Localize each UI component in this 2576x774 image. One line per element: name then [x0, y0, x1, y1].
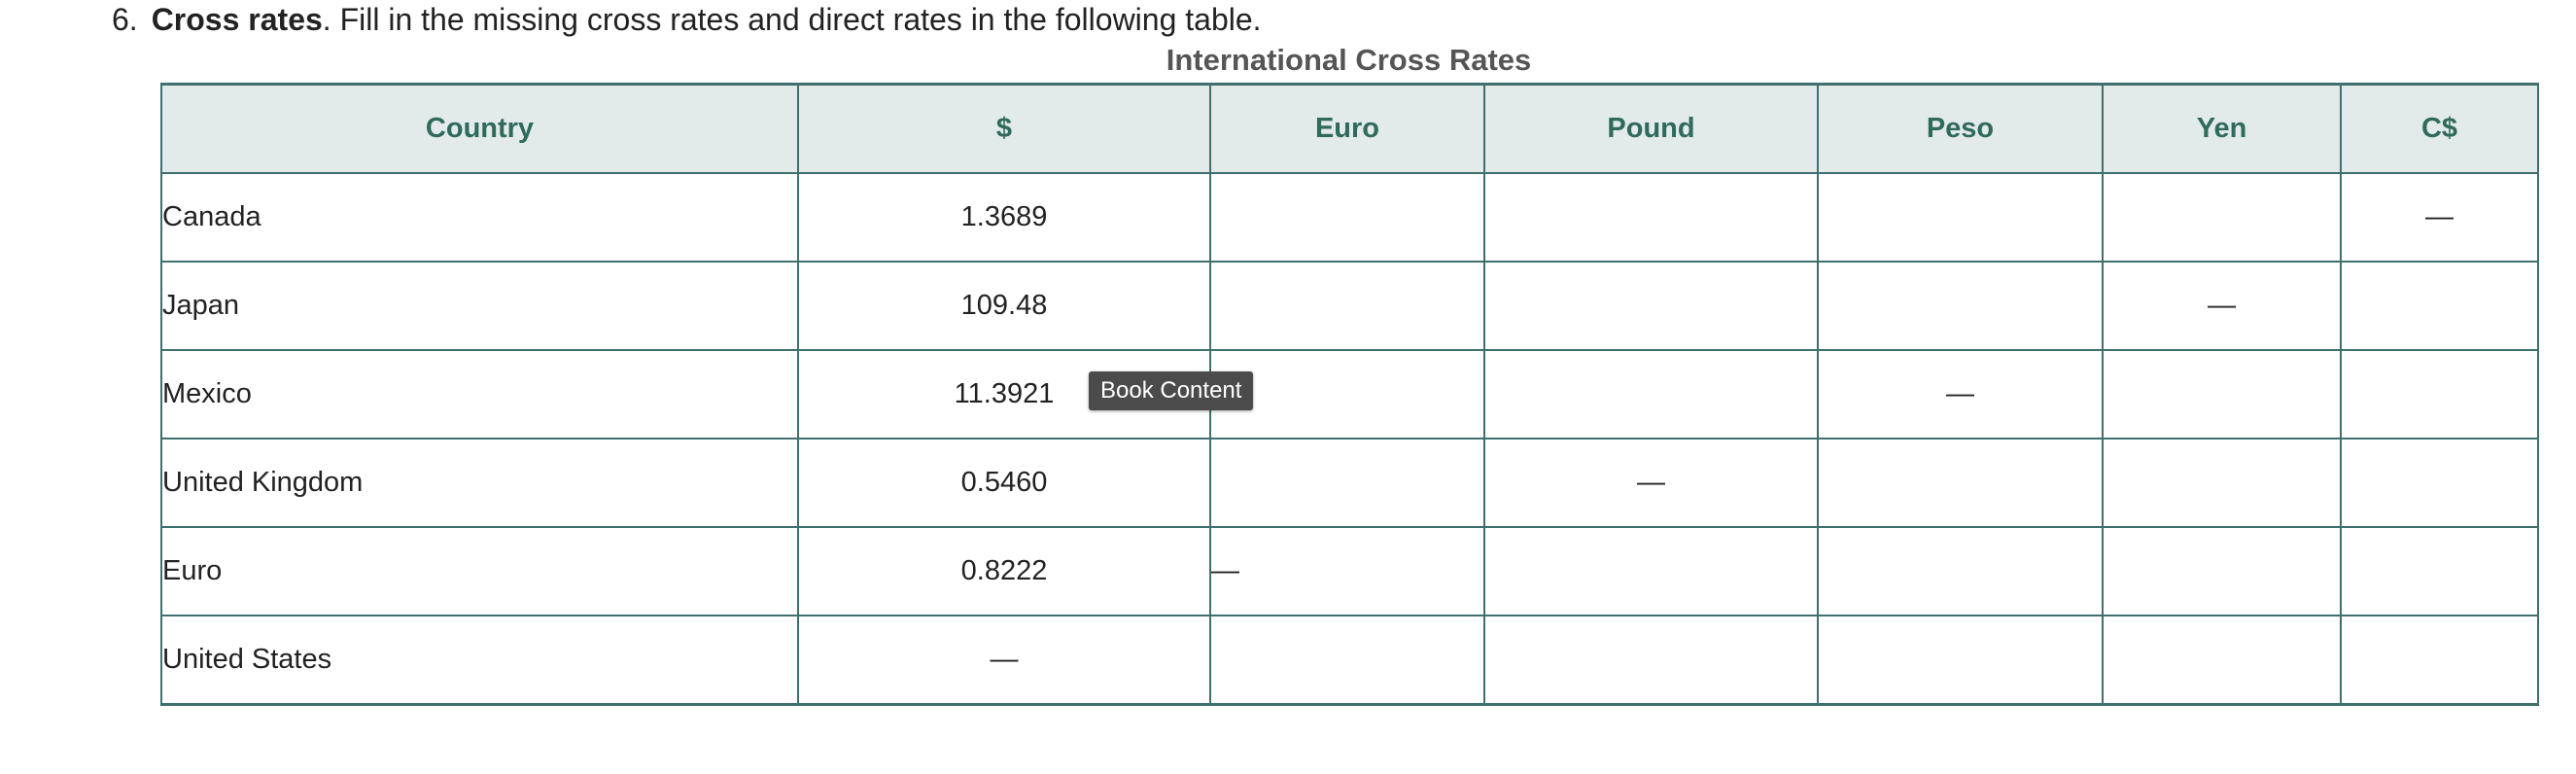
pound-rate-cell: [1483, 261, 1819, 351]
euro-rate-cell: [1209, 615, 1485, 706]
cad-rate-cell: [2340, 526, 2539, 616]
cad-rate-cell: [2340, 438, 2539, 528]
table-header-row: Country $ Euro Pound Peso Yen C$: [160, 83, 2539, 174]
peso-rate-cell: [1817, 526, 2104, 616]
peso-rate-cell: [1817, 172, 2104, 263]
dollar-rate-cell: 1.3689: [797, 172, 1211, 263]
question-instruction: . Fill in the missing cross rates and di…: [322, 2, 1262, 37]
yen-rate-cell: [2102, 615, 2342, 706]
peso-rate-cell: [1817, 615, 2104, 706]
yen-rate-cell: —: [2102, 261, 2342, 351]
question-number: 6.: [112, 2, 138, 37]
peso-rate-cell: [1817, 261, 2104, 351]
cad-rate-cell: [2340, 261, 2539, 351]
euro-rate-cell: —: [1209, 526, 1485, 616]
pound-rate-cell: [1483, 349, 1819, 440]
euro-rate-cell: [1209, 172, 1485, 263]
header-pound: Pound: [1483, 83, 1819, 174]
dollar-rate-cell: —: [797, 615, 1211, 706]
table-row: Canada 1.3689 —: [160, 172, 2539, 263]
cad-rate-cell: —: [2340, 172, 2539, 263]
dollar-rate-cell: 109.48: [797, 261, 1211, 351]
pound-rate-cell: [1483, 526, 1819, 616]
yen-rate-cell: [2102, 526, 2342, 616]
cross-rates-table: Country $ Euro Pound Peso Yen C$ Canada …: [160, 83, 2539, 706]
country-cell: Canada: [160, 172, 799, 263]
pound-rate-cell: —: [1483, 438, 1819, 528]
table-row: Euro 0.8222 —: [160, 526, 2539, 616]
table-row: Japan 109.48 —: [160, 261, 2539, 351]
euro-rate-cell: [1209, 438, 1485, 528]
pound-rate-cell: [1483, 615, 1819, 706]
yen-rate-cell: [2102, 438, 2342, 528]
question-text: 6. Cross rates. Fill in the missing cross…: [112, 0, 1262, 39]
cad-rate-cell: [2340, 349, 2539, 440]
yen-rate-cell: [2102, 172, 2342, 263]
table-row: United States —: [160, 615, 2539, 706]
question-title: Cross rates: [151, 2, 323, 37]
table-row: United Kingdom 0.5460 —: [160, 438, 2539, 528]
dollar-rate-cell: 0.5460: [797, 438, 1211, 528]
header-yen: Yen: [2102, 83, 2342, 174]
header-euro: Euro: [1209, 83, 1485, 174]
country-cell: Mexico: [160, 349, 799, 440]
book-content-tooltip: Book Content: [1089, 371, 1254, 410]
peso-rate-cell: [1817, 438, 2104, 528]
table-row: Mexico 11.3921 —: [160, 349, 2539, 440]
country-cell: Euro: [160, 526, 799, 616]
country-cell: United States: [160, 615, 799, 706]
header-country: Country: [160, 83, 799, 174]
cad-rate-cell: [2340, 615, 2539, 706]
country-cell: Japan: [160, 261, 799, 351]
table-title: International Cross Rates: [1166, 43, 1532, 77]
country-cell: United Kingdom: [160, 438, 799, 528]
euro-rate-cell: [1209, 349, 1485, 440]
pound-rate-cell: [1483, 172, 1819, 263]
dollar-rate-cell: 0.8222: [797, 526, 1211, 616]
header-peso: Peso: [1817, 83, 2104, 174]
peso-rate-cell: —: [1817, 349, 2104, 440]
header-cad: C$: [2340, 83, 2539, 174]
header-dollar: $: [797, 83, 1211, 174]
euro-rate-cell: [1209, 261, 1485, 351]
yen-rate-cell: [2102, 349, 2342, 440]
